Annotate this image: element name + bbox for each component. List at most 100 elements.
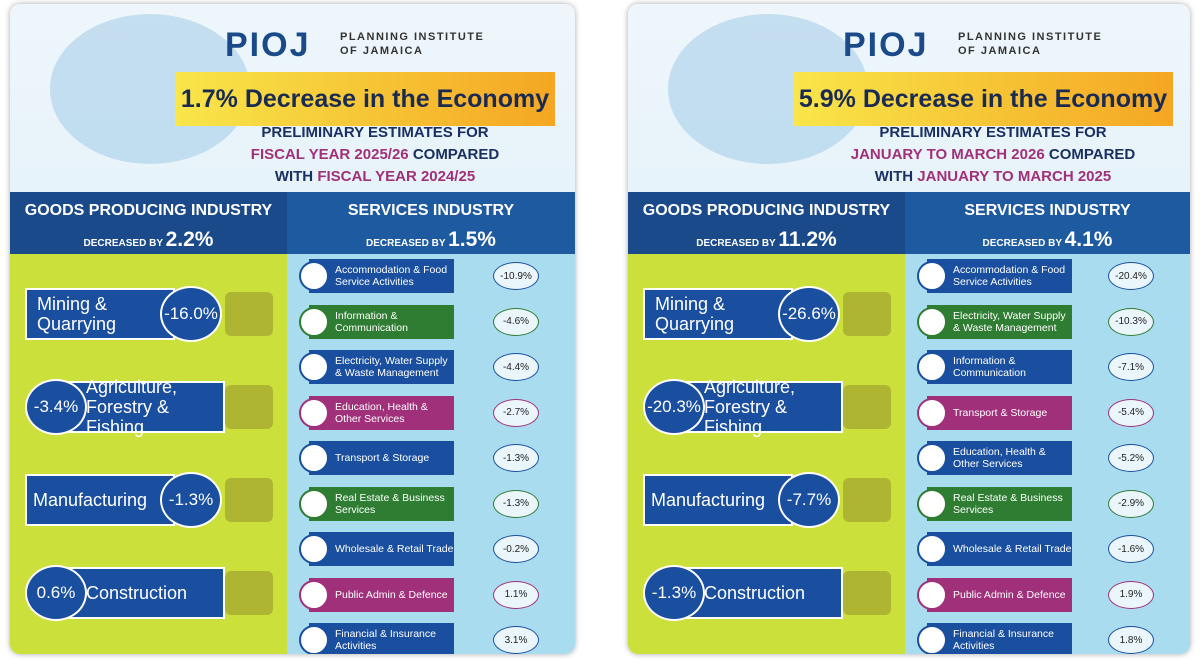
period-current: FISCAL YEAR 2025/26 xyxy=(250,146,409,163)
service-value: 1.8% xyxy=(1108,626,1154,654)
service-label: Information & Communication xyxy=(309,304,454,339)
service-icon xyxy=(917,625,947,654)
logo: PIOJ xyxy=(225,26,311,64)
industry-label: Manufacturing xyxy=(25,474,175,526)
service-label: Financial & Insurance Activities xyxy=(927,623,1072,654)
org-name: OF JAMAICA xyxy=(958,45,1042,57)
change-text: DECREASED BY xyxy=(696,238,776,249)
section-change: DECREASED BY 2.2% xyxy=(10,228,287,252)
service-value: -20.4% xyxy=(1108,262,1154,290)
org-name: PLANNING INSTITUTE xyxy=(340,31,485,43)
section-header: SERVICES INDUSTRY DECREASED BY 1.5% xyxy=(287,192,575,254)
service-label: Public Admin & Defence xyxy=(309,577,454,612)
industry-value: -3.4% xyxy=(25,379,87,435)
service-label: Electricity, Water Supply & Waste Manage… xyxy=(927,304,1072,339)
industry-label: Manufacturing xyxy=(643,474,793,526)
service-label: Accommodation & Food Service Activities xyxy=(309,259,454,293)
subtitle-line: PRELIMINARY ESTIMATES FOR xyxy=(879,124,1107,141)
change-value: 11.2% xyxy=(778,228,837,251)
service-icon xyxy=(299,306,329,337)
service-icon xyxy=(299,579,329,610)
industry-value: -16.0% xyxy=(160,286,222,342)
section-title: GOODS PRODUCING INDUSTRY xyxy=(24,202,273,219)
org-name: PLANNING INSTITUTE xyxy=(958,31,1103,43)
service-label: Real Estate & Business Services xyxy=(309,486,454,521)
infographic-card: PIOJ PLANNING INSTITUTE OF JAMAICA 1.7% Dec… xyxy=(10,4,575,654)
service-label: Electricity, Water Supply & Waste Manage… xyxy=(309,350,454,384)
industry-icon xyxy=(225,478,273,522)
industry-value: -7.7% xyxy=(778,472,840,528)
service-value: -5.4% xyxy=(1108,398,1154,427)
service-icon xyxy=(299,352,329,382)
subtitle-line: WITH FISCAL YEAR 2024/25 xyxy=(210,166,540,188)
subtitle-line: PRELIMINARY ESTIMATES FOR xyxy=(261,124,489,141)
headline: 1.7% Decrease in the Economy xyxy=(175,72,555,126)
service-value: 1.1% xyxy=(493,580,539,609)
section-change: DECREASED BY 4.1% xyxy=(905,228,1190,252)
service-value: -5.2% xyxy=(1108,444,1154,472)
service-value: -10.3% xyxy=(1108,307,1154,336)
service-icon xyxy=(917,397,947,428)
subtitle-text: COMPARED xyxy=(412,146,500,163)
service-label: Transport & Storage xyxy=(927,395,1072,430)
service-icon xyxy=(299,443,329,473)
industry-value: -1.3% xyxy=(160,472,222,528)
service-value: -4.6% xyxy=(493,307,539,336)
service-value: -7.1% xyxy=(1108,353,1154,381)
service-icon xyxy=(299,625,329,654)
change-text: DECREASED BY xyxy=(982,238,1062,249)
change-text: DECREASED BY xyxy=(83,238,163,249)
period-previous: FISCAL YEAR 2024/25 xyxy=(317,168,476,185)
headline: 5.9% Decrease in the Economy xyxy=(793,72,1173,126)
subtitle-text: WITH xyxy=(874,168,914,185)
section-header: GOODS PRODUCING INDUSTRY DECREASED BY 11.… xyxy=(628,192,905,254)
industry-icon xyxy=(843,571,891,615)
industry-icon xyxy=(843,478,891,522)
service-value: -1.6% xyxy=(1108,535,1154,563)
subtitle-text: COMPARED xyxy=(1048,146,1136,163)
service-label: Financial & Insurance Activities xyxy=(309,623,454,654)
industry-value: -26.6% xyxy=(778,286,840,342)
subtitle-line: FISCAL YEAR 2025/26 COMPARED xyxy=(210,144,540,166)
service-icon xyxy=(917,306,947,337)
service-icon xyxy=(917,443,947,473)
logo: PIOJ xyxy=(843,26,929,64)
service-value: -2.7% xyxy=(493,398,539,427)
service-label: Wholesale & Retail Trade xyxy=(309,532,454,566)
service-value: -1.3% xyxy=(493,444,539,472)
subtitle-line: WITH JANUARY TO MARCH 2025 xyxy=(828,166,1158,188)
service-value: -0.2% xyxy=(493,535,539,563)
period-previous: JANUARY TO MARCH 2025 xyxy=(917,168,1112,185)
service-icon xyxy=(917,352,947,382)
industry-icon xyxy=(225,385,273,429)
service-label: Wholesale & Retail Trade xyxy=(927,532,1072,566)
service-label: Information & Communication xyxy=(927,350,1072,384)
change-value: 2.2% xyxy=(165,228,214,251)
subtitle: PRELIMINARY ESTIMATES FOR JANUARY TO MARC… xyxy=(828,122,1158,188)
industry-icon xyxy=(225,571,273,615)
subtitle: PRELIMINARY ESTIMATES FOR FISCAL YEAR 202… xyxy=(210,122,540,188)
service-value: 1.9% xyxy=(1108,580,1154,609)
service-icon xyxy=(299,488,329,519)
service-icon xyxy=(299,261,329,291)
section-change: DECREASED BY 1.5% xyxy=(287,228,575,252)
industry-value: 0.6% xyxy=(25,565,87,621)
service-icon xyxy=(299,397,329,428)
service-label: Public Admin & Defence xyxy=(927,577,1072,612)
section-title: GOODS PRODUCING INDUSTRY xyxy=(642,202,891,219)
subtitle-text: WITH xyxy=(274,168,314,185)
service-icon xyxy=(917,261,947,291)
org-name: OF JAMAICA xyxy=(340,45,424,57)
change-value: 4.1% xyxy=(1064,228,1113,251)
service-icon xyxy=(917,534,947,564)
industry-icon xyxy=(843,385,891,429)
service-label: Accommodation & Food Service Activities xyxy=(927,259,1072,293)
service-label: Real Estate & Business Services xyxy=(927,486,1072,521)
section-change: DECREASED BY 11.2% xyxy=(628,228,905,252)
section-header: SERVICES INDUSTRY DECREASED BY 4.1% xyxy=(905,192,1190,254)
service-value: -1.3% xyxy=(493,489,539,518)
section-title: SERVICES INDUSTRY xyxy=(964,202,1131,219)
industry-label: Mining & Quarrying xyxy=(25,288,175,340)
service-label: Transport & Storage xyxy=(309,441,454,475)
